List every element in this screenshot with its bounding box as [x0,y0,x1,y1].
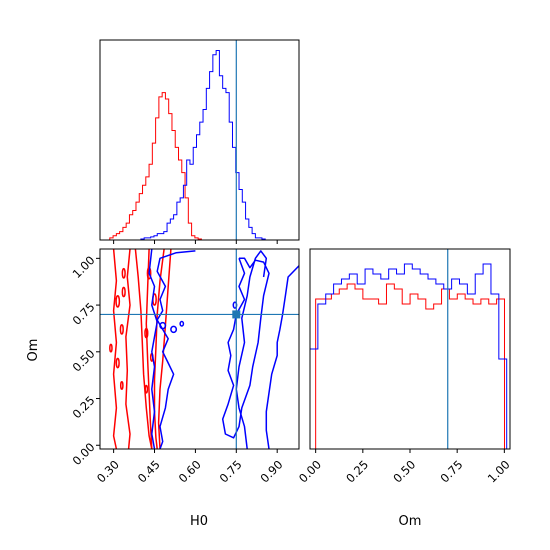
om-hist-series-group [310,263,510,449]
contour-xtick-label-0: 0.30 [94,457,122,485]
contour-island-0-11 [144,384,149,394]
contour-island-0-0 [121,267,126,279]
contour-ytick-label-3: 0.75 [70,300,98,328]
contour-line-1-3 [265,265,299,449]
contour-xtick-label-4: 0.90 [258,457,286,485]
h0-histogram-panel [99,39,300,244]
h0-hist-series-1 [140,50,266,240]
om-hist-frame [309,248,511,450]
contour-ytick-label-2: 0.50 [70,347,98,375]
contour-line-1-2 [221,257,270,439]
h0-om-contour-panel: 0.30 0.45 0.60 0.75 0.90 0.00 0.25 0.50 0.75 1.00 [70,248,300,485]
contour-line-0-5 [125,249,131,449]
om-hist-xtick-label-2: 0.50 [390,457,418,485]
contour-line-0-0 [134,249,153,449]
contour-ytick-label-0: 0.00 [70,440,98,468]
om-histogram-panel: 0.00 0.25 0.50 0.75 1.00 [296,248,513,485]
h0-hist-series-group [100,50,266,240]
contour-line-0-3 [157,249,172,449]
om-hist-series-0 [315,283,510,449]
contour-frame [99,248,300,450]
contour-island-0-6 [119,380,124,390]
h0-hist-frame [99,39,300,241]
contour-island-0-1 [121,286,126,298]
contour-island-0-5 [115,357,120,369]
om-hist-xtick-label-4: 1.00 [485,457,513,485]
truth-marker [232,310,241,319]
contour-xlabel: H0 [190,514,208,529]
contour-island-1-0 [159,321,167,330]
contour-island-0-9 [144,327,149,339]
contour-series-group [109,249,299,449]
om-hist-series-1 [310,263,508,449]
om-hist-xtick-label-3: 0.75 [438,457,466,485]
contour-line-0-2 [153,249,165,449]
contour-xtick-label-1: 0.45 [135,457,163,485]
contour-line-1-0 [156,250,196,449]
h0-hist-series-0 [100,92,205,240]
om-hist-xtick-label-0: 0.00 [296,457,324,485]
om-hist-xlabel: Om [399,514,422,529]
contour-line-1-4 [235,250,268,449]
contour-island-0-2 [115,294,121,308]
contour-line-0-1 [145,249,153,449]
contour-line-1-1 [148,249,158,449]
contour-xtick-label-3: 0.75 [217,457,245,485]
contour-island-0-3 [119,323,124,335]
contour-line-0-4 [112,249,118,449]
om-hist-xtick-label-1: 0.25 [343,457,371,485]
contour-island-0-4 [109,343,113,353]
contour-island-1-2 [179,320,185,327]
contour-ytick-label-1: 0.25 [70,393,98,421]
contour-ytick-label-4: 1.00 [70,253,98,281]
contour-ylabel: Om [26,339,41,362]
contour-island-1-1 [170,325,178,334]
contour-xtick-label-2: 0.60 [176,457,204,485]
